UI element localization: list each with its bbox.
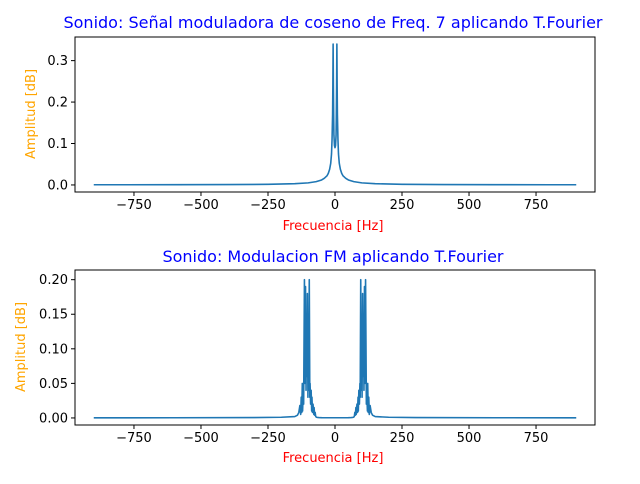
chart-2-plot-area: [93, 278, 577, 419]
chart-1-y-label: Amplitud [dB]: [24, 69, 39, 159]
chart-2-series-line-1: [93, 278, 577, 419]
chart-1-series-line-1: [93, 43, 577, 186]
chart-2-y-tick-label: 0.00: [39, 411, 68, 426]
subplot-2: Sonido: Modulacion FM aplicando T.Fourie…: [14, 247, 596, 466]
subplot-1: Sonido: Señal moduladora de coseno de Fr…: [24, 13, 603, 234]
chart-2-x-tick-label: 250: [390, 431, 415, 446]
chart-1-y-tick-label: 0.0: [47, 178, 68, 193]
chart-2-x-tick-label: 750: [524, 431, 549, 446]
chart-1-x-axis: −750 −500 −250 0 250 500 750: [116, 192, 548, 213]
chart-2-x-tick-label: 500: [457, 431, 482, 446]
chart-2-y-tick-label: 0.15: [39, 308, 68, 323]
chart-2-x-tick-label: −250: [250, 431, 286, 446]
chart-1-y-tick-label: 0.3: [47, 54, 68, 69]
chart-2-title: Sonido: Modulacion FM aplicando T.Fourie…: [162, 247, 503, 266]
chart-2-y-label: Amplitud [dB]: [14, 302, 29, 392]
chart-1-plot-area: [93, 43, 577, 186]
chart-1-x-tick-label: −750: [116, 198, 152, 213]
chart-2-x-label: Frecuencia [Hz]: [283, 451, 384, 466]
chart-2-x-axis: −750 −500 −250 0 250 500 750: [116, 425, 548, 446]
chart-1-x-tick-label: −250: [250, 198, 286, 213]
chart-1-x-tick-label: 500: [457, 198, 482, 213]
chart-1-y-tick-label: 0.1: [47, 137, 68, 152]
chart-1-title: Sonido: Señal moduladora de coseno de Fr…: [63, 13, 602, 32]
chart-2-y-tick-label: 0.05: [39, 377, 68, 392]
chart-1-y-tick-label: 0.2: [47, 96, 68, 111]
chart-1-x-tick-label: 0: [331, 198, 339, 213]
chart-2-y-tick-label: 0.10: [39, 342, 68, 357]
chart-2-y-axis: 0.00 0.05 0.10 0.15 0.20: [39, 273, 75, 426]
chart-1-x-tick-label: 750: [524, 198, 549, 213]
chart-1-y-axis: 0.0 0.1 0.2 0.3: [47, 54, 75, 193]
chart-1-x-label: Frecuencia [Hz]: [283, 219, 384, 234]
chart-2-x-tick-label: −500: [183, 431, 219, 446]
chart-1-x-tick-label: 250: [390, 198, 415, 213]
chart-2-y-tick-label: 0.20: [39, 273, 68, 288]
chart-2-x-tick-label: −750: [116, 431, 152, 446]
chart-1-x-tick-label: −500: [183, 198, 219, 213]
chart-2-x-tick-label: 0: [331, 431, 339, 446]
